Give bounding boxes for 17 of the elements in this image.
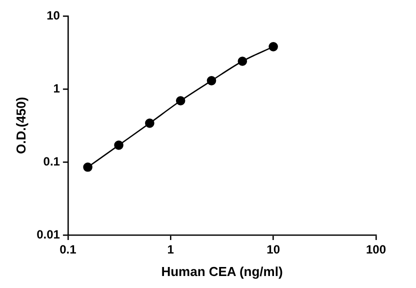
x-tick-label: 100 [366, 242, 386, 257]
y-tick-label: 10 [46, 8, 60, 22]
y-tick-label: 0.01 [36, 227, 60, 242]
point [206, 76, 216, 86]
x-axis-title: Human CEA (ng/ml) [161, 264, 283, 279]
point [114, 140, 124, 150]
point [268, 42, 278, 52]
y-tick-label: 1 [53, 81, 60, 96]
point [145, 118, 154, 128]
x-tick-label: 1 [167, 242, 174, 257]
x-tick-label: 0.1 [60, 242, 77, 257]
y-axis-title: O.D.(450) [13, 96, 28, 154]
point [238, 56, 248, 66]
y-tick-label: 0.1 [43, 154, 60, 168]
point [176, 96, 186, 106]
point [83, 162, 92, 172]
x-tick-label: 10 [266, 242, 280, 257]
